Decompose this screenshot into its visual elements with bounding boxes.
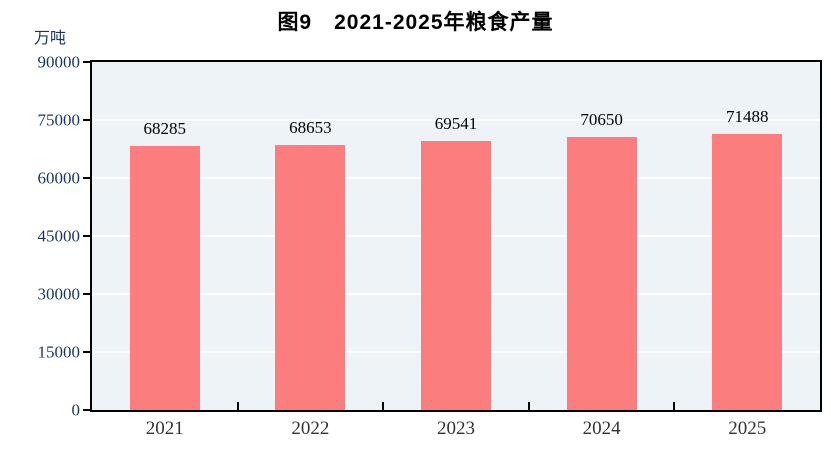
y-axis-tick-mark <box>83 119 90 121</box>
y-axis-tick-label: 75000 <box>37 110 81 130</box>
bar-2024 <box>566 136 637 410</box>
chart-title: 图9 2021-2025年粮食产量 <box>277 11 554 34</box>
plot-area: 0 15000 30000 45000 60000 75000 90000 68285 2021… <box>38 54 822 439</box>
y-axis-tick-mark <box>83 61 90 63</box>
y-axis-tick-mark <box>83 409 90 411</box>
bar-value-label: 68285 <box>143 118 187 138</box>
x-axis-category-label: 2021 <box>145 418 184 439</box>
x-axis-category-label: 2024 <box>582 418 621 439</box>
bar-value-label: 71488 <box>725 106 769 126</box>
bar-2021 <box>129 145 200 410</box>
bar-value-label: 69541 <box>434 114 478 134</box>
x-axis-tick-mark <box>673 402 676 410</box>
x-axis-category-label: 2023 <box>437 418 475 439</box>
y-axis-tick-label: 45000 <box>37 226 81 246</box>
y-axis-tick-mark <box>83 177 90 179</box>
bar-2022 <box>275 144 346 410</box>
bar-value-label: 68653 <box>289 117 332 137</box>
y-axis-tick-label: 30000 <box>37 284 81 304</box>
y-axis-tick-label: 60000 <box>37 168 81 188</box>
x-axis-tick-mark <box>527 402 530 410</box>
y-axis-unit-label: 万吨 <box>34 30 67 47</box>
x-axis-category-label: 2022 <box>291 418 330 439</box>
bar-value-label: 70650 <box>580 109 623 129</box>
bar-2025 <box>712 133 783 410</box>
gridline <box>92 119 820 121</box>
y-axis-tick-label: 0 <box>71 400 81 420</box>
y-axis-tick-label: 90000 <box>37 52 81 72</box>
bar-2023 <box>421 141 491 410</box>
y-axis-tick-label: 15000 <box>37 342 81 362</box>
y-axis-tick-mark <box>83 235 90 237</box>
x-axis-tick-mark <box>382 402 385 410</box>
y-axis-tick-mark <box>83 293 90 295</box>
x-axis-category-label: 2025 <box>728 418 767 439</box>
x-axis-tick-mark <box>236 402 239 410</box>
y-axis-tick-mark <box>83 351 90 353</box>
